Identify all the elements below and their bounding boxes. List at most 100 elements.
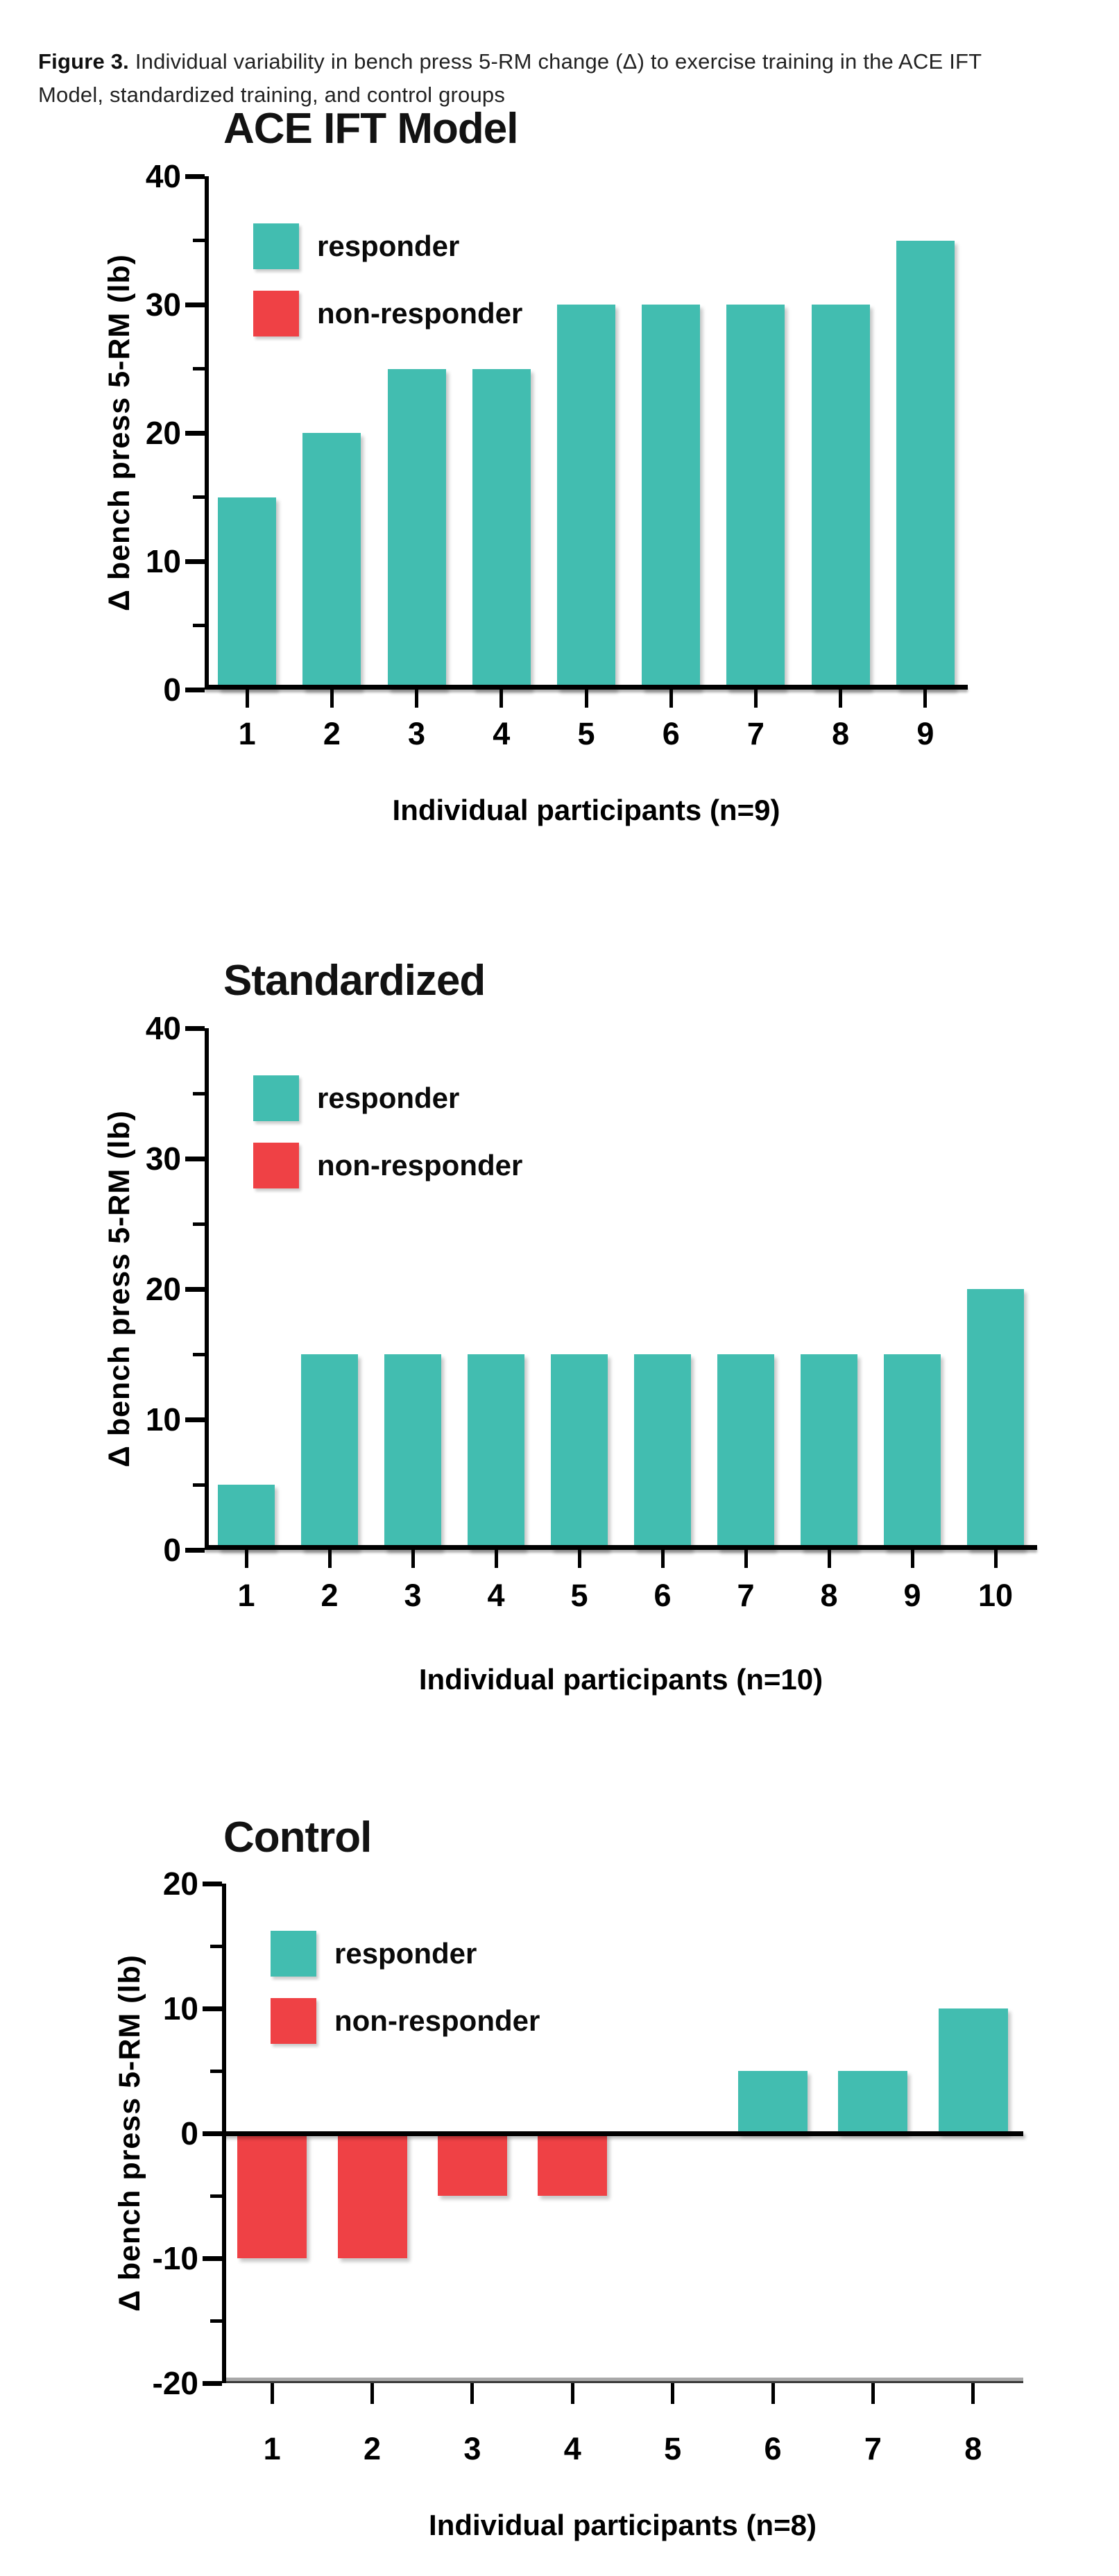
- y-major-tick: [185, 430, 205, 436]
- chart-panel-standardized: Standardized Δ bench press 5-RM (lb) 0 10…: [0, 956, 1119, 1813]
- x-axis-title: Individual participants (n=8): [429, 2509, 817, 2541]
- legend-swatch-non-responder: [253, 291, 299, 336]
- legend-label-responder: responder: [334, 1937, 477, 1970]
- y-minor-tick: [193, 1483, 205, 1487]
- bar-responder: [838, 2071, 908, 2133]
- bar-responder: [387, 368, 446, 690]
- y-axis-spine: [205, 176, 209, 690]
- x-tick-label: 4: [563, 2431, 581, 2466]
- bar-non-responder: [437, 2133, 507, 2196]
- chart-title: Control: [223, 1814, 372, 1861]
- x-tick-label: 8: [820, 1578, 838, 1613]
- bar-responder: [884, 1354, 941, 1550]
- zero-axis-line: [205, 685, 968, 690]
- x-tick-label: 8: [832, 716, 850, 751]
- bar-responder: [642, 305, 701, 690]
- legend-row-responder: responder: [253, 1075, 522, 1121]
- y-major-tick: [203, 2380, 222, 2386]
- legend-swatch-responder: [271, 1931, 316, 1977]
- x-tick-label: 1: [263, 2431, 281, 2466]
- y-tick-label: 40: [145, 1010, 181, 1046]
- y-major-tick: [185, 1417, 205, 1422]
- x-tick: [470, 2383, 475, 2404]
- x-tick: [771, 2383, 775, 2404]
- y-tick-label: 30: [145, 287, 181, 323]
- x-tick: [577, 1550, 581, 1568]
- y-tick-label: 0: [163, 1532, 181, 1568]
- x-tick-label: 9: [903, 1578, 921, 1613]
- legend-swatch-non-responder: [271, 1998, 316, 2044]
- bar-non-responder: [538, 2133, 608, 2196]
- y-tick-label: 0: [163, 672, 181, 708]
- plot-area: Δ bench press 5-RM (lb) -20 -10 0 10 20 1 2 3 4 5…: [113, 1866, 1023, 2466]
- bar-responder: [726, 305, 785, 690]
- chart-title: ACE IFT Model: [223, 105, 518, 153]
- x-tick: [839, 690, 843, 708]
- legend-swatch-responder: [253, 223, 299, 269]
- legend-row-responder: responder: [253, 223, 522, 269]
- y-major-tick: [185, 1547, 205, 1553]
- y-minor-tick: [193, 624, 205, 627]
- chart-panel-control: Control Δ bench press 5-RM (lb) -20 -10 0 1…: [0, 1813, 1119, 2576]
- x-tick-label: 7: [746, 716, 764, 751]
- y-minor-tick: [193, 239, 205, 242]
- x-tick: [494, 1550, 498, 1568]
- y-tick-label: 0: [180, 2115, 198, 2151]
- x-tick: [871, 2383, 875, 2404]
- x-tick-label: 6: [662, 716, 680, 751]
- legend: responder non-responder: [253, 1075, 522, 1210]
- y-tick-label: 20: [162, 1866, 198, 1902]
- x-tick-label: 2: [364, 2431, 382, 2466]
- x-tick-label: 7: [864, 2431, 882, 2466]
- legend-label-non-responder: non-responder: [317, 297, 523, 330]
- legend-row-non-responder: non-responder: [253, 1143, 522, 1188]
- figure-caption-text: Individual variability in bench press 5-…: [38, 49, 982, 108]
- y-minor-tick: [193, 367, 205, 370]
- x-tick-label: 1: [238, 716, 256, 751]
- y-major-tick: [185, 687, 205, 692]
- y-minor-tick: [210, 2319, 222, 2323]
- y-axis-spine: [222, 1884, 226, 2383]
- x-tick-label: 6: [764, 2431, 782, 2466]
- x-axis-title: Individual participants (n=9): [392, 794, 780, 826]
- y-tick-label: 10: [145, 543, 181, 579]
- x-tick: [499, 690, 504, 708]
- legend-label-responder: responder: [317, 230, 460, 262]
- y-tick-label: 30: [145, 1141, 181, 1177]
- y-major-tick: [185, 1156, 205, 1161]
- zero-axis-line: [205, 1545, 1037, 1550]
- y-axis-spine: [205, 1028, 209, 1550]
- y-tick-label: 10: [145, 1401, 181, 1438]
- x-tick-label: 3: [463, 2431, 481, 2466]
- bar-responder: [801, 1354, 857, 1550]
- bar-responder: [302, 433, 361, 690]
- bar-responder: [218, 497, 277, 690]
- bar-responder: [472, 368, 531, 690]
- x-tick-label: 7: [737, 1578, 755, 1613]
- y-minor-tick: [193, 1222, 205, 1226]
- y-tick-label: -20: [152, 2365, 198, 2401]
- x-tick: [910, 1550, 914, 1568]
- chart-title: Standardized: [223, 957, 486, 1005]
- y-minor-tick: [210, 2194, 222, 2198]
- y-tick-label: 20: [145, 415, 181, 451]
- bar-responder: [938, 2008, 1008, 2133]
- y-minor-tick: [193, 495, 205, 499]
- x-tick-label: 1: [237, 1578, 255, 1613]
- bar-responder: [811, 305, 870, 690]
- y-minor-tick: [193, 1091, 205, 1095]
- legend: responder non-responder: [253, 223, 522, 358]
- y-major-tick: [203, 1881, 222, 1886]
- y-tick-label: 40: [145, 158, 181, 194]
- x-tick: [415, 690, 419, 708]
- bar-responder: [557, 305, 615, 690]
- x-tick: [327, 1550, 332, 1568]
- x-tick-label: 2: [323, 716, 341, 751]
- x-tick: [330, 690, 334, 708]
- x-tick-label: 10: [977, 1578, 1014, 1613]
- bar-non-responder: [337, 2133, 407, 2258]
- x-tick-label: 9: [916, 716, 934, 751]
- x-tick: [584, 690, 588, 708]
- x-tick: [923, 690, 928, 708]
- x-tick: [753, 690, 758, 708]
